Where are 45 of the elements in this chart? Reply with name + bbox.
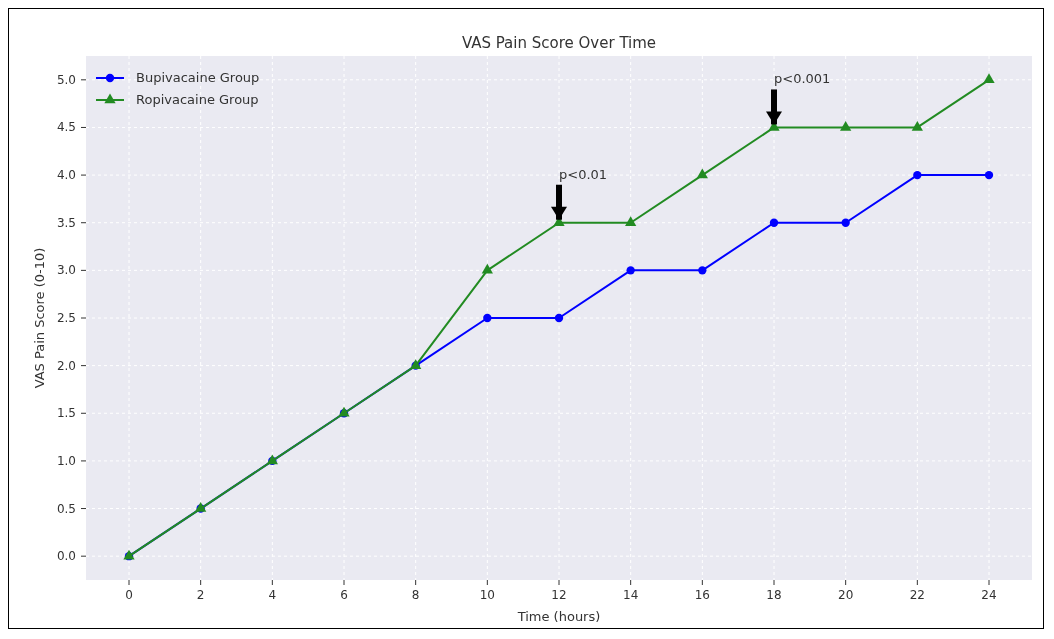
y-tick-label: 3.0 <box>56 263 76 278</box>
y-tick-label: 2.0 <box>56 358 76 373</box>
x-tick-label: 24 <box>981 588 997 602</box>
point <box>483 313 492 323</box>
x-tick-label: 10 <box>479 588 495 602</box>
point <box>984 170 994 180</box>
chart-title: VAS Pain Score Over Time <box>461 34 657 52</box>
point <box>983 73 995 84</box>
point <box>769 218 779 227</box>
y-tick-label: 4.5 <box>56 120 76 135</box>
annotation: p<0.01 <box>559 166 608 182</box>
y-tick-label: 5.0 <box>56 72 76 87</box>
x-tick-label: 6 <box>340 588 348 602</box>
point <box>841 218 850 227</box>
x-tick-label: 20 <box>838 588 854 602</box>
y-tick-label: 0.5 <box>56 501 76 516</box>
x-tick-label: 18 <box>766 588 782 602</box>
legend-label: Bupivacaine Group <box>136 70 260 85</box>
x-tick-label: 4 <box>268 588 277 602</box>
x-tick-label: 22 <box>909 588 925 602</box>
x-tick-label: 14 <box>623 588 639 602</box>
x-tick-label: 12 <box>551 588 567 602</box>
x-axis-title: Time (hours) <box>516 609 601 624</box>
y-tick-label: 1.5 <box>56 406 76 421</box>
x-tick-label: 2 <box>196 588 205 602</box>
point <box>913 170 922 180</box>
x-tick-label: 0 <box>125 588 133 602</box>
y-tick-label: 2.5 <box>56 311 76 325</box>
point <box>625 216 637 226</box>
point <box>698 266 707 275</box>
annotation: p<0.001 <box>774 71 831 87</box>
legend-label: Ropivacaine Group <box>136 92 259 107</box>
y-axis-title: VAS Pain Score (0-10) <box>32 247 47 389</box>
x-tick-label: 8 <box>411 588 420 602</box>
point <box>481 263 493 274</box>
y-tick-label: 3.5 <box>56 215 76 230</box>
point <box>911 120 923 131</box>
point <box>626 266 635 275</box>
x-tick-label: 16 <box>694 588 710 602</box>
y-tick-label: 0.0 <box>56 549 76 564</box>
point <box>840 120 852 131</box>
y-tick-label: 4.0 <box>56 168 76 183</box>
point <box>696 168 708 179</box>
y-tick-label: 1.0 <box>56 453 76 468</box>
point <box>554 313 564 323</box>
